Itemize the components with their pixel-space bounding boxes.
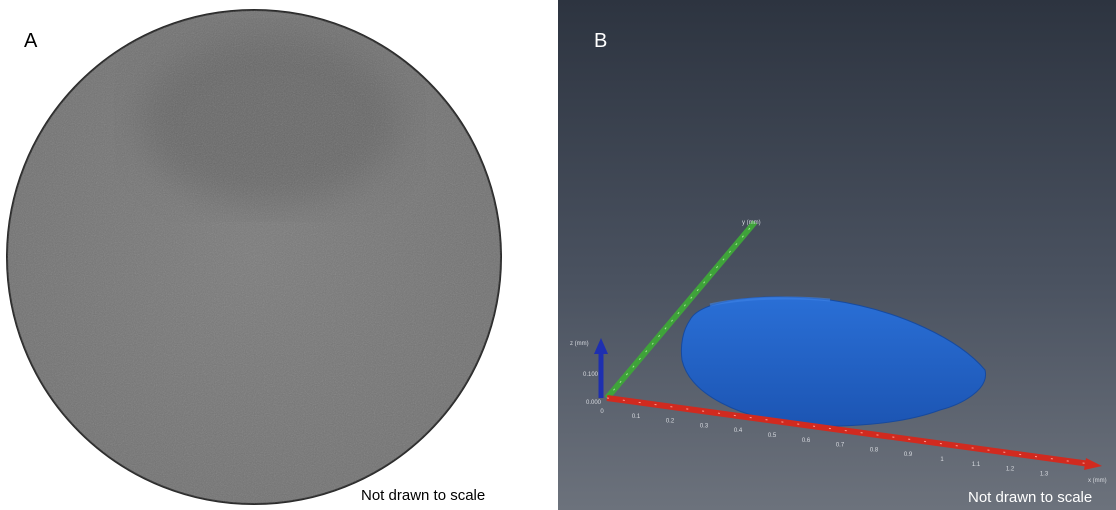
panel-a: A Not drawn to scale <box>7 10 501 504</box>
y-axis-title: y (mm) <box>742 220 761 226</box>
x-tick-label: 0.7 <box>836 443 845 449</box>
texture <box>7 10 501 504</box>
x-tick-label: 0.1 <box>632 414 641 420</box>
panel-b: z (mm) 0.100 0.000 y (mm) x (mm) B Not d… <box>558 0 1116 510</box>
scale-note: Not drawn to scale <box>361 487 485 504</box>
x-tick-label: 1.1 <box>972 462 981 468</box>
x-tick-label: 0.3 <box>700 423 709 429</box>
x-tick-label: 0.8 <box>870 447 879 453</box>
z-tick-label: 0.100 <box>583 372 599 378</box>
page: {"panel_a": {"label": "A", "note": "Not … <box>0 0 1116 510</box>
x-tick-label: 0.2 <box>666 419 675 425</box>
z-tick-label: 0.000 <box>586 400 602 406</box>
x-tick-label: 0.6 <box>802 438 811 444</box>
x-tick-label: 0.5 <box>768 433 777 439</box>
figure: A Not drawn to scale z (mm) 0.100 0.000 … <box>0 0 1116 510</box>
x-tick-label: 1.2 <box>1006 467 1015 473</box>
z-axis-title: z (mm) <box>570 341 589 347</box>
background <box>558 0 1116 510</box>
panel-label: B <box>594 30 607 52</box>
x-tick-label: 0.9 <box>904 452 913 458</box>
panel-label: A <box>24 30 38 52</box>
x-tick-label: 0.4 <box>734 428 743 434</box>
x-tick-label: 1.3 <box>1040 471 1049 477</box>
scale-note: Not drawn to scale <box>968 489 1092 506</box>
x-axis-title: x (mm) <box>1088 478 1107 484</box>
